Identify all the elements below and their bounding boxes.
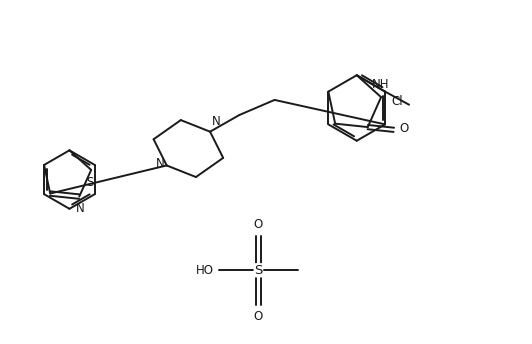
Text: Cl: Cl <box>392 95 403 108</box>
Text: N: N <box>76 202 85 215</box>
Text: N: N <box>156 158 165 170</box>
Text: HO: HO <box>196 264 214 277</box>
Text: S: S <box>254 264 263 277</box>
Text: S: S <box>87 176 94 190</box>
Text: O: O <box>254 218 263 231</box>
Text: O: O <box>254 310 263 323</box>
Text: O: O <box>400 122 409 135</box>
Text: N: N <box>212 115 221 128</box>
Text: NH: NH <box>372 78 390 91</box>
